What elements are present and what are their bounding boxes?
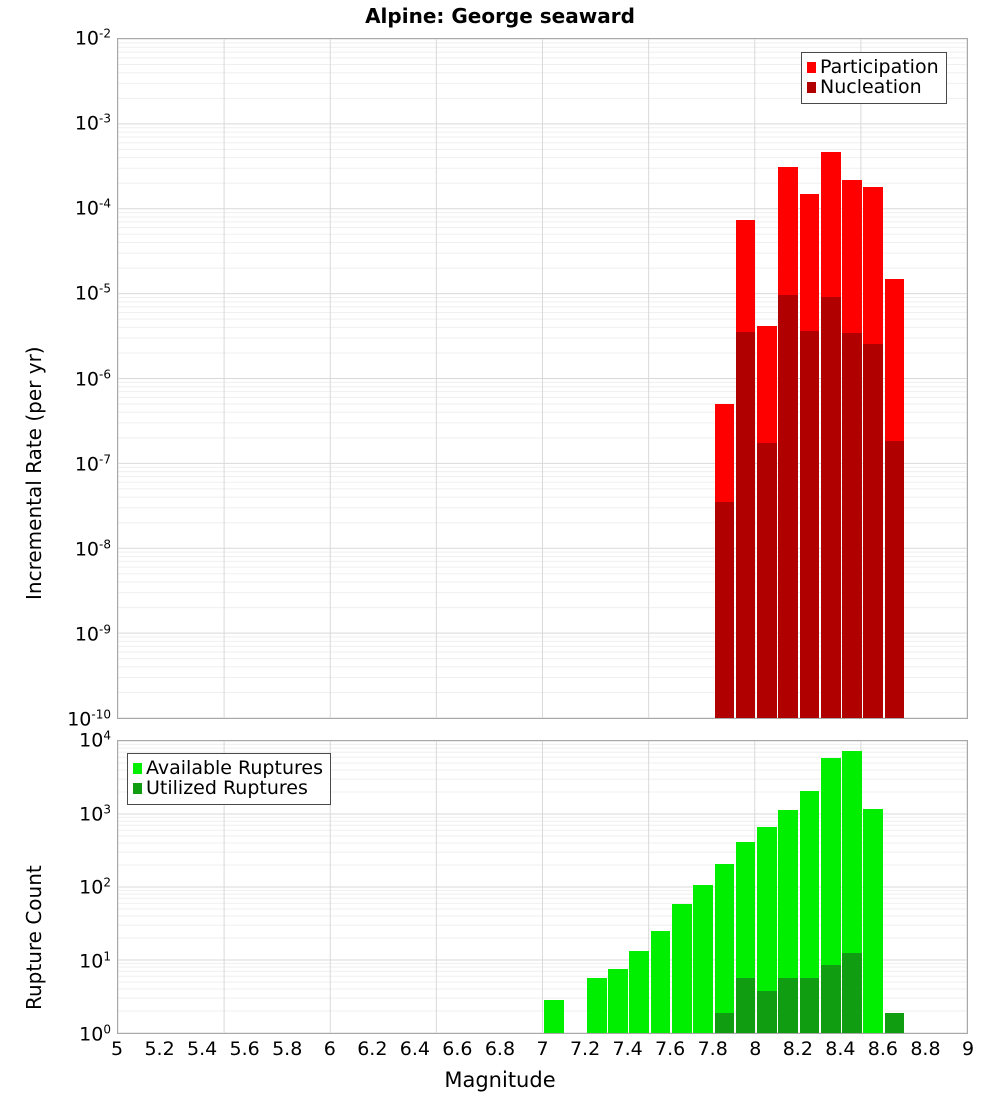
- page-title: Alpine: George seaward: [365, 4, 635, 28]
- x-tick-label: 6.6: [442, 1038, 473, 1060]
- bars-incremental-rate: [118, 39, 967, 718]
- x-tick-label: 6.8: [484, 1038, 516, 1060]
- y-tick-label: 10-2: [74, 26, 111, 50]
- bar-nucleation: [842, 333, 862, 718]
- legend-item-participation[interactable]: Participation: [807, 58, 939, 77]
- y-tick-label: 104: [79, 728, 111, 752]
- x-tick-label: 8.6: [867, 1038, 898, 1060]
- bars-rupture-count: [118, 741, 967, 1033]
- y-tick-label: 10-5: [74, 281, 111, 306]
- bar-utilized-ruptures: [714, 1012, 735, 1033]
- x-tick-label: 5.2: [144, 1038, 175, 1060]
- x-tick-label: 5.8: [272, 1038, 303, 1060]
- bar-nucleation: [714, 502, 735, 718]
- y-tick-label: 10-8: [74, 537, 111, 561]
- bar-utilized-ruptures: [778, 977, 798, 1033]
- x-tick-label: 5.4: [186, 1038, 218, 1060]
- legend-rupture-count: Available Ruptures Utilized Ruptures: [127, 753, 331, 805]
- bar-available-ruptures: [629, 950, 650, 1033]
- bar-nucleation: [735, 332, 756, 718]
- bar-nucleation: [820, 296, 841, 718]
- x-tick-label: 7.8: [697, 1038, 728, 1060]
- legend-label-utilized: Utilized Ruptures: [146, 777, 308, 799]
- bar-utilized-ruptures: [884, 1012, 905, 1033]
- y-axis-label-bottom: Rupture Count: [22, 865, 46, 1010]
- legend-swatch-available: [133, 763, 142, 774]
- x-tick-label: 6.4: [399, 1038, 430, 1060]
- y-tick-label: 10-7: [74, 451, 111, 476]
- legend-incremental-rate: Participation Nucleation: [801, 52, 947, 104]
- legend-item-utilized-ruptures[interactable]: Utilized Ruptures: [133, 779, 323, 798]
- x-tick-label: 8.2: [782, 1038, 813, 1060]
- bar-available-ruptures: [671, 904, 692, 1033]
- y-axis-label-top: Incremental Rate (per yr): [22, 346, 46, 600]
- y-tick-label: 10-10: [67, 707, 111, 731]
- x-tick-label: 7.4: [612, 1038, 643, 1060]
- bar-available-ruptures: [799, 790, 820, 1033]
- bar-available-ruptures: [608, 968, 628, 1033]
- bar-utilized-ruptures: [799, 977, 820, 1033]
- bar-nucleation: [757, 442, 777, 718]
- bar-available-ruptures: [863, 808, 884, 1033]
- x-tick-label: 9: [961, 1038, 975, 1060]
- legend-label-available: Available Ruptures: [146, 757, 323, 779]
- legend-item-available-ruptures[interactable]: Available Ruptures: [133, 759, 323, 778]
- legend-swatch-utilized: [133, 783, 142, 794]
- x-tick-label: 6: [323, 1038, 336, 1060]
- bar-available-ruptures: [693, 884, 713, 1033]
- x-tick-label: 7.2: [569, 1038, 601, 1060]
- bar-utilized-ruptures: [842, 953, 862, 1033]
- y-tick-label: 10-9: [74, 622, 111, 646]
- bar-available-ruptures: [778, 810, 798, 1033]
- x-tick-label: 5: [110, 1038, 124, 1060]
- bar-available-ruptures: [586, 977, 607, 1033]
- y-tick-label: 10-4: [74, 196, 111, 220]
- legend-label-participation: Participation: [820, 56, 939, 78]
- x-axis-label: Magnitude: [444, 1068, 556, 1092]
- bar-utilized-ruptures: [820, 964, 841, 1033]
- legend-swatch-nucleation: [807, 82, 816, 93]
- x-tick-label: 7: [536, 1038, 549, 1060]
- bar-utilized-ruptures: [757, 990, 777, 1033]
- y-tick-label: 102: [79, 875, 111, 899]
- bar-available-ruptures: [757, 826, 777, 1033]
- x-tick-label: 8: [749, 1038, 762, 1060]
- x-tick-label: 7.6: [655, 1038, 686, 1060]
- bar-available-ruptures: [820, 758, 841, 1033]
- y-tick-label: 10-3: [74, 111, 111, 135]
- y-tick-label: 103: [79, 801, 111, 826]
- x-tick-label: 6.2: [357, 1038, 388, 1060]
- x-tick-label: 5.6: [229, 1038, 260, 1060]
- bar-nucleation: [778, 295, 798, 718]
- y-tick-label: 101: [79, 948, 111, 973]
- y-tick-label: 100: [79, 1022, 111, 1046]
- legend-item-nucleation[interactable]: Nucleation: [807, 78, 939, 97]
- bar-nucleation: [884, 440, 905, 718]
- bar-utilized-ruptures: [735, 977, 756, 1033]
- legend-swatch-participation: [807, 62, 816, 73]
- x-tick-label: 8.4: [825, 1038, 856, 1060]
- bar-available-ruptures: [714, 863, 735, 1033]
- bar-nucleation: [863, 344, 884, 718]
- x-tick-label: 8.8: [910, 1038, 941, 1060]
- bar-nucleation: [799, 331, 820, 718]
- y-tick-label: 10-6: [74, 366, 111, 391]
- incremental-rate-plot: [117, 38, 968, 719]
- legend-label-nucleation: Nucleation: [820, 76, 922, 98]
- bar-available-ruptures: [650, 930, 671, 1033]
- bar-available-ruptures: [544, 999, 564, 1033]
